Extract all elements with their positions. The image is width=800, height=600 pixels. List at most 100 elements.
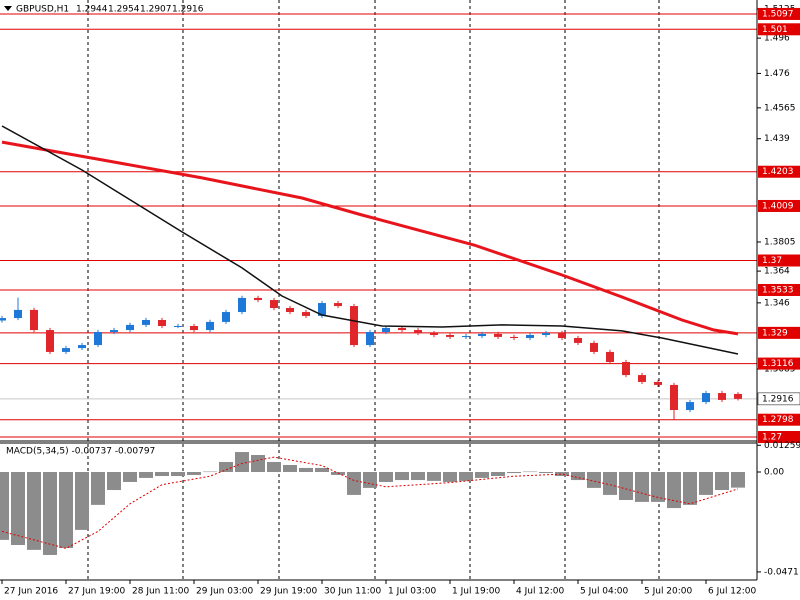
macd-bar bbox=[203, 471, 217, 473]
x-tick-label: 27 Jun 19:00 bbox=[68, 587, 125, 597]
candle-body bbox=[302, 312, 310, 316]
level-tag bbox=[758, 199, 800, 212]
macd-bar bbox=[187, 471, 201, 475]
candle-body bbox=[30, 309, 38, 331]
level-tag bbox=[758, 23, 800, 36]
x-tick-label: 29 Jun 03:00 bbox=[196, 587, 253, 597]
macd-bar bbox=[219, 462, 233, 472]
macd-bar bbox=[283, 464, 297, 472]
macd-bar bbox=[507, 471, 521, 474]
macd-bar bbox=[155, 471, 169, 477]
macd-bar bbox=[571, 471, 585, 481]
ohlc-open: 1.2944 bbox=[76, 5, 108, 15]
macd-bar bbox=[411, 471, 425, 481]
candle-body bbox=[510, 336, 518, 338]
candle-body bbox=[142, 319, 150, 325]
ohlc-close: 1.2916 bbox=[172, 5, 204, 15]
candle-body bbox=[238, 297, 246, 313]
x-tick-label: 1 Jul 19:00 bbox=[452, 587, 501, 597]
y-tick-label: 1.4565 bbox=[764, 103, 796, 113]
candle-body bbox=[638, 375, 646, 382]
macd-bar bbox=[395, 471, 409, 481]
menu-arrow[interactable] bbox=[4, 6, 12, 11]
candle-body bbox=[62, 348, 70, 352]
candle-body bbox=[478, 333, 486, 337]
macd-bar bbox=[267, 462, 281, 472]
level-tag bbox=[758, 165, 800, 178]
candle-body bbox=[446, 334, 454, 337]
macd-bar bbox=[731, 471, 745, 488]
level-label: 1.5097 bbox=[762, 9, 794, 19]
x-tick-label: 29 Jun 19:00 bbox=[260, 587, 317, 597]
macd-bar bbox=[123, 471, 137, 482]
candle-body bbox=[14, 309, 22, 319]
macd-bar bbox=[347, 471, 361, 495]
level-tag bbox=[758, 7, 800, 20]
level-label: 1.4203 bbox=[762, 167, 794, 177]
y-tick-label: 0.01259 bbox=[764, 441, 800, 451]
candle-body bbox=[78, 345, 86, 349]
macd-bar bbox=[315, 467, 329, 472]
macd-bar bbox=[555, 471, 569, 477]
macd-bar bbox=[635, 471, 649, 502]
macd-bar bbox=[75, 471, 89, 530]
price-tag bbox=[757, 392, 800, 406]
candle-body bbox=[318, 303, 326, 316]
candle-body bbox=[718, 393, 726, 400]
macd-bar bbox=[139, 471, 153, 478]
candle-body bbox=[430, 333, 438, 335]
level-label: 1.2798 bbox=[762, 415, 794, 425]
candle-body bbox=[382, 327, 390, 332]
macd-bar bbox=[651, 471, 665, 502]
x-tick-label: 5 Jul 04:00 bbox=[580, 587, 629, 597]
macd-bar bbox=[587, 471, 601, 488]
x-tick-label: 28 Jun 11:00 bbox=[132, 587, 189, 597]
x-tick-label: 5 Jul 20:00 bbox=[644, 587, 693, 597]
macd-bar bbox=[91, 471, 105, 505]
level-label: 1.37 bbox=[762, 256, 782, 266]
macd-bar bbox=[27, 471, 41, 550]
level-tag bbox=[758, 430, 800, 443]
macd-bar bbox=[475, 471, 489, 478]
x-tick-label: 4 Jul 12:00 bbox=[516, 587, 565, 597]
macd-bar bbox=[715, 471, 729, 491]
macd-bar bbox=[43, 471, 57, 555]
level-label: 1.27 bbox=[762, 432, 782, 442]
candle-body bbox=[110, 330, 118, 332]
candle-body bbox=[558, 333, 566, 338]
level-label: 1.4009 bbox=[762, 201, 794, 211]
plot-layer: 1.51251.4961.4761.45651.4391.38051.3641.… bbox=[0, 5, 800, 597]
macd-bar bbox=[459, 471, 473, 481]
macd-bar bbox=[491, 471, 505, 477]
y-tick-label: -0.0471 bbox=[764, 567, 799, 577]
x-tick-label: 1 Jul 03:00 bbox=[388, 587, 437, 597]
macd-bar bbox=[427, 471, 441, 481]
candle-body bbox=[654, 381, 662, 385]
macd-bar bbox=[235, 452, 249, 472]
candle-body bbox=[414, 330, 422, 334]
candle-body bbox=[190, 325, 198, 331]
candle-body bbox=[622, 361, 630, 376]
candle-body bbox=[350, 306, 358, 346]
macd-bar bbox=[11, 471, 25, 545]
level-label: 1.3533 bbox=[762, 285, 794, 295]
x-tick-label: 27 Jun 2016 bbox=[4, 587, 58, 597]
candle-body bbox=[254, 297, 262, 301]
ohlc-low: 1.2907 bbox=[140, 5, 172, 15]
candle-body bbox=[542, 333, 550, 335]
y-tick-label: 0.00 bbox=[764, 467, 784, 477]
level-label: 1.501 bbox=[762, 25, 788, 35]
x-tick-label: 6 Jul 12:00 bbox=[708, 587, 757, 597]
candle-body bbox=[670, 384, 678, 410]
candle-body bbox=[494, 333, 502, 337]
ohlc-high: 1.2954 bbox=[108, 5, 140, 15]
candle-body bbox=[734, 393, 742, 399]
candle-body bbox=[574, 337, 582, 343]
candle-body bbox=[206, 321, 214, 331]
symbol-title: GBPUSD,H1 bbox=[16, 5, 69, 15]
y-tick-label: 1.439 bbox=[764, 134, 790, 144]
candle-body bbox=[270, 300, 278, 308]
macd-bar bbox=[59, 471, 73, 548]
